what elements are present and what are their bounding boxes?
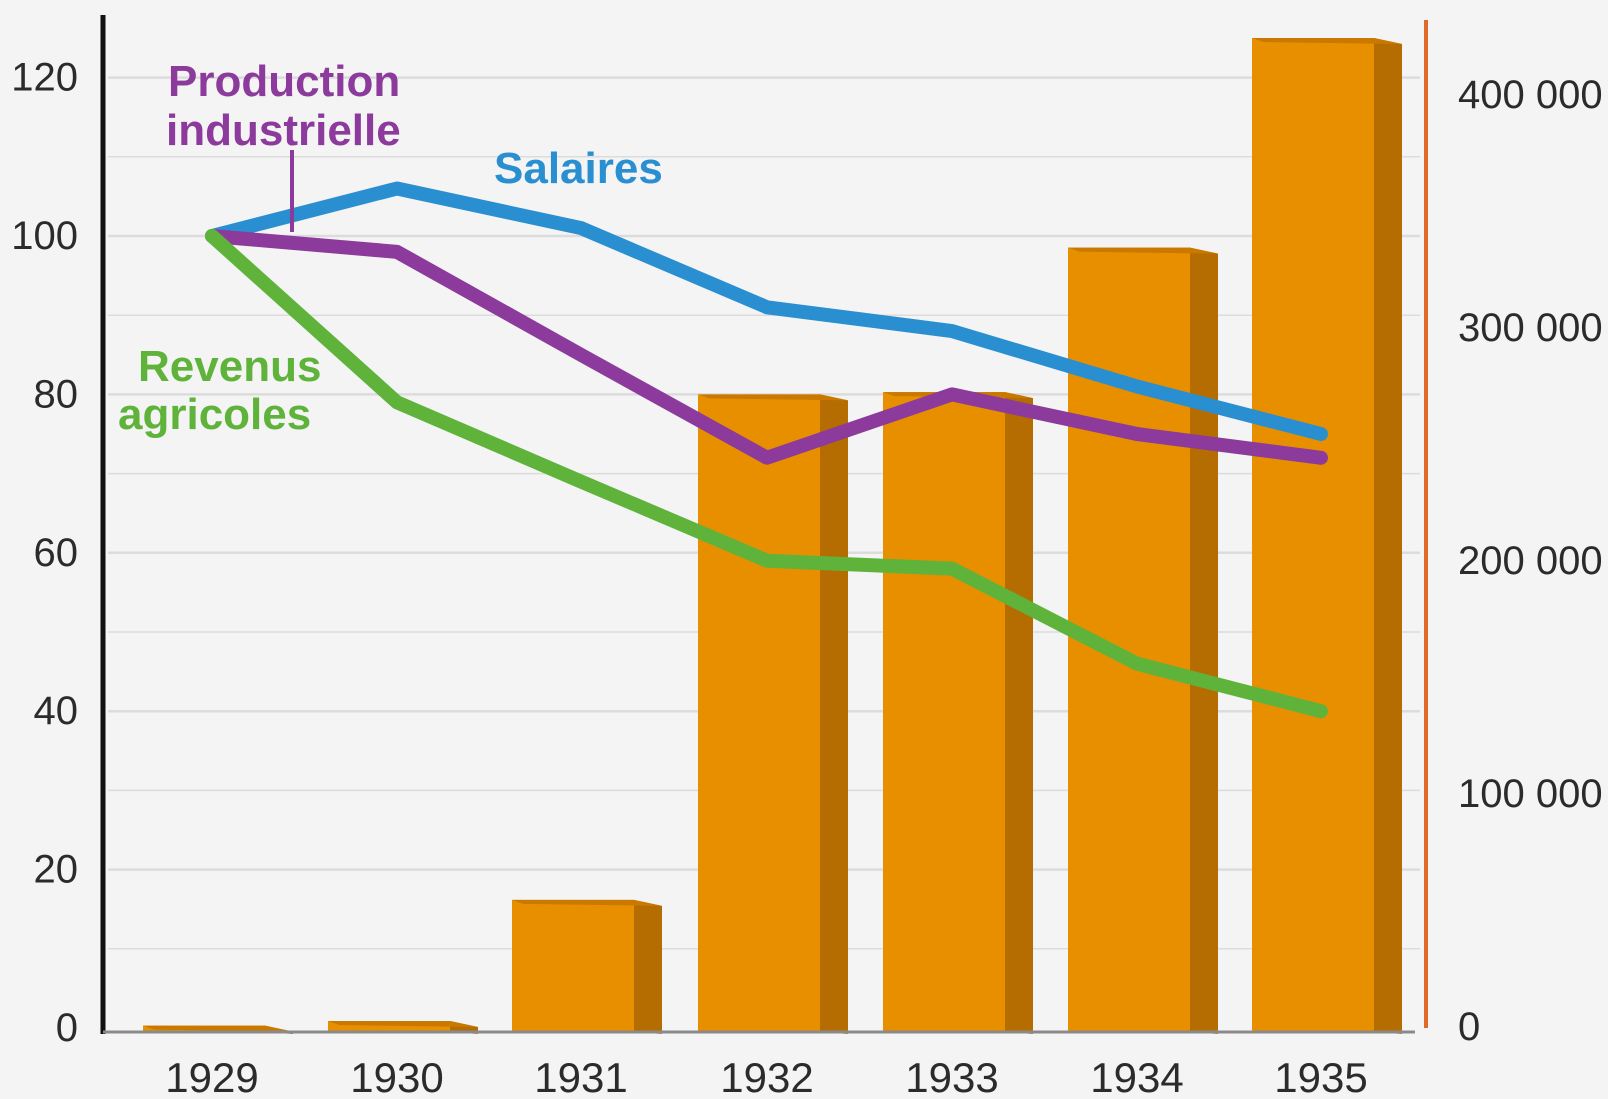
right-tick-label: 100 000 — [1458, 772, 1603, 816]
left-axis-ticks: 0 20 40 60 80 100 120 — [11, 56, 78, 1050]
bar-front — [1252, 38, 1374, 1032]
left-tick-label: 60 — [34, 531, 79, 575]
series-line-revenus-agricoles — [205, 229, 1328, 719]
series-line-production-industrielle — [205, 229, 1328, 465]
left-tick-label: 0 — [56, 1006, 78, 1050]
x-tick-label: 1932 — [720, 1054, 813, 1099]
bar-side — [820, 394, 848, 1034]
x-tick-label: 1934 — [1090, 1054, 1183, 1099]
bar-top — [512, 899, 662, 906]
x-tick-label: 1929 — [165, 1054, 258, 1099]
left-tick-label: 40 — [34, 689, 79, 733]
left-tick-label: 100 — [11, 214, 78, 258]
right-tick-label: 0 — [1458, 1005, 1480, 1049]
bar-side — [1005, 392, 1033, 1035]
x-tick-label: 1931 — [534, 1054, 627, 1099]
bar-side — [1190, 247, 1218, 1034]
salaires-label: Salaires — [494, 144, 663, 193]
bar-front — [328, 1021, 450, 1032]
right-tick-label: 200 000 — [1458, 539, 1603, 583]
revenus-label-line1: Revenus — [138, 342, 321, 391]
bar-1933 — [883, 392, 1033, 1035]
x-tick-label: 1933 — [905, 1054, 998, 1099]
right-axis-ticks: 0 100 000 200 000 300 000 400 000 — [1458, 73, 1603, 1049]
bar-top — [328, 1021, 478, 1028]
bar-front — [512, 899, 634, 1032]
right-tick-label: 400 000 — [1458, 73, 1603, 117]
series-line-salaires — [205, 181, 1328, 441]
bar-side — [1374, 38, 1402, 1034]
bar-front — [883, 392, 1005, 1033]
left-tick-label: 80 — [34, 372, 79, 416]
left-tick-label: 120 — [11, 56, 78, 100]
left-tick-label: 20 — [34, 848, 79, 892]
production-label-line2: industrielle — [166, 106, 401, 155]
revenus-label-line2: agricoles — [118, 390, 311, 439]
bars — [143, 38, 1402, 1035]
right-tick-label: 300 000 — [1458, 306, 1603, 350]
production-label-line1: Production — [168, 57, 400, 106]
x-axis-ticks: 1929 1930 1931 1932 1933 1934 1935 — [165, 1054, 1367, 1099]
bar-top — [143, 1025, 293, 1032]
bar-side — [634, 899, 662, 1034]
series-lines — [205, 181, 1328, 719]
x-tick-label: 1930 — [350, 1054, 443, 1099]
bar-top — [1068, 247, 1218, 254]
bar-top — [698, 394, 848, 401]
bar-top — [1252, 38, 1402, 44]
x-tick-label: 1935 — [1274, 1054, 1367, 1099]
bar-front — [698, 394, 820, 1032]
bar-1931 — [512, 899, 662, 1034]
bar-1935 — [1252, 38, 1402, 1034]
bar-1932 — [698, 394, 848, 1034]
